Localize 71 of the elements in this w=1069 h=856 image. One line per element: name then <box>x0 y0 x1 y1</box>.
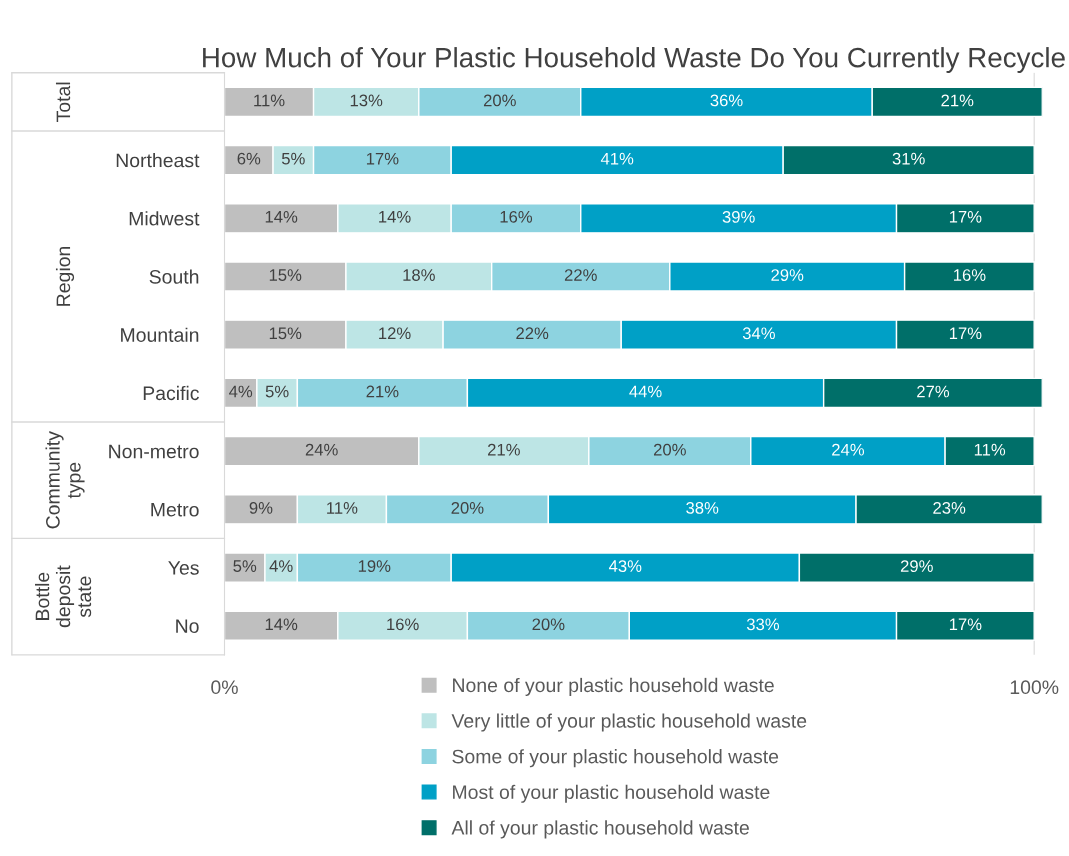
data-label: 16% <box>500 210 533 223</box>
data-label: 21% <box>366 385 399 398</box>
y-tick-label: Yes <box>168 561 199 575</box>
text: Total <box>55 82 71 122</box>
data-label: 24% <box>832 443 865 456</box>
legend-label: Some of your plastic household waste <box>452 749 779 768</box>
data-label: 27% <box>917 385 950 398</box>
legend-label: All of your plastic household waste <box>451 820 749 839</box>
data-label: 11% <box>254 94 285 107</box>
data-label: 20% <box>532 618 565 631</box>
data-label: 31% <box>892 152 925 165</box>
text: Bottle deposit state <box>35 565 92 628</box>
data-label: 6% <box>237 152 261 165</box>
x-tick-label: 0% <box>211 680 238 695</box>
data-label: 17% <box>949 327 982 340</box>
y-tick-label: Northeast <box>116 153 200 168</box>
data-label: 23% <box>933 501 966 514</box>
data-label: 43% <box>608 560 642 572</box>
y-tick-label: Mountain <box>121 327 199 342</box>
data-label: 16% <box>387 618 419 631</box>
data-label: 44% <box>629 385 662 398</box>
data-label: 21% <box>941 94 974 107</box>
data-label: 16% <box>954 269 986 281</box>
data-label: 24% <box>305 443 338 456</box>
data-label: 5% <box>265 385 289 398</box>
data-label: 14% <box>379 211 411 223</box>
data-label: 21% <box>487 443 520 456</box>
data-label: 14% <box>265 211 298 223</box>
data-label: 17% <box>366 152 399 165</box>
data-label: 19% <box>358 560 391 572</box>
x-tick-label: 100% <box>1010 680 1059 695</box>
data-label: 38% <box>686 501 719 514</box>
data-label: 5% <box>281 152 305 165</box>
data-label: 14% <box>265 618 298 631</box>
data-label: 9% <box>249 501 273 514</box>
legend-label: Very little of your plastic household waste <box>451 713 807 732</box>
legend-label: Most of your plastic household waste <box>453 784 770 803</box>
text: Community type <box>45 431 85 529</box>
y-tick-label: South <box>149 269 199 284</box>
legend-label: None of your plastic household waste <box>453 677 774 696</box>
data-label: 20% <box>653 443 686 456</box>
y-tick-label: No <box>176 619 199 633</box>
data-label: 17% <box>949 211 982 223</box>
data-label: 13% <box>350 94 383 107</box>
y-tick-label: Midwest <box>129 211 200 226</box>
data-label: 41% <box>600 152 634 165</box>
chart-title: How Much of Your Plastic Household Waste Do You Currently Recycle <box>203 47 1065 73</box>
y-tick-label: Metro <box>151 502 199 517</box>
data-label: 5% <box>233 560 257 572</box>
data-label: 11% <box>974 443 1006 456</box>
data-label: 33% <box>746 618 780 631</box>
data-label: 36% <box>710 94 743 107</box>
data-label: 22% <box>516 327 549 340</box>
data-label: 17% <box>949 618 982 631</box>
data-label: 15% <box>269 327 302 340</box>
data-label: 12% <box>379 327 411 340</box>
data-label: 4% <box>229 385 253 398</box>
data-label: 22% <box>564 269 597 281</box>
data-label: 20% <box>483 94 516 107</box>
data-label: 29% <box>900 560 933 572</box>
data-label: 18% <box>403 269 435 281</box>
data-label: 29% <box>771 269 804 281</box>
data-label: 34% <box>742 327 775 340</box>
data-label: 4% <box>269 560 293 572</box>
text: Region <box>55 246 75 306</box>
data-label: 20% <box>451 501 484 514</box>
data-label: 39% <box>722 210 755 223</box>
y-tick-label: Non-metro <box>109 444 199 459</box>
data-label: 11% <box>327 502 358 514</box>
data-label: 15% <box>269 269 302 281</box>
y-tick-label: Pacific <box>143 385 199 401</box>
